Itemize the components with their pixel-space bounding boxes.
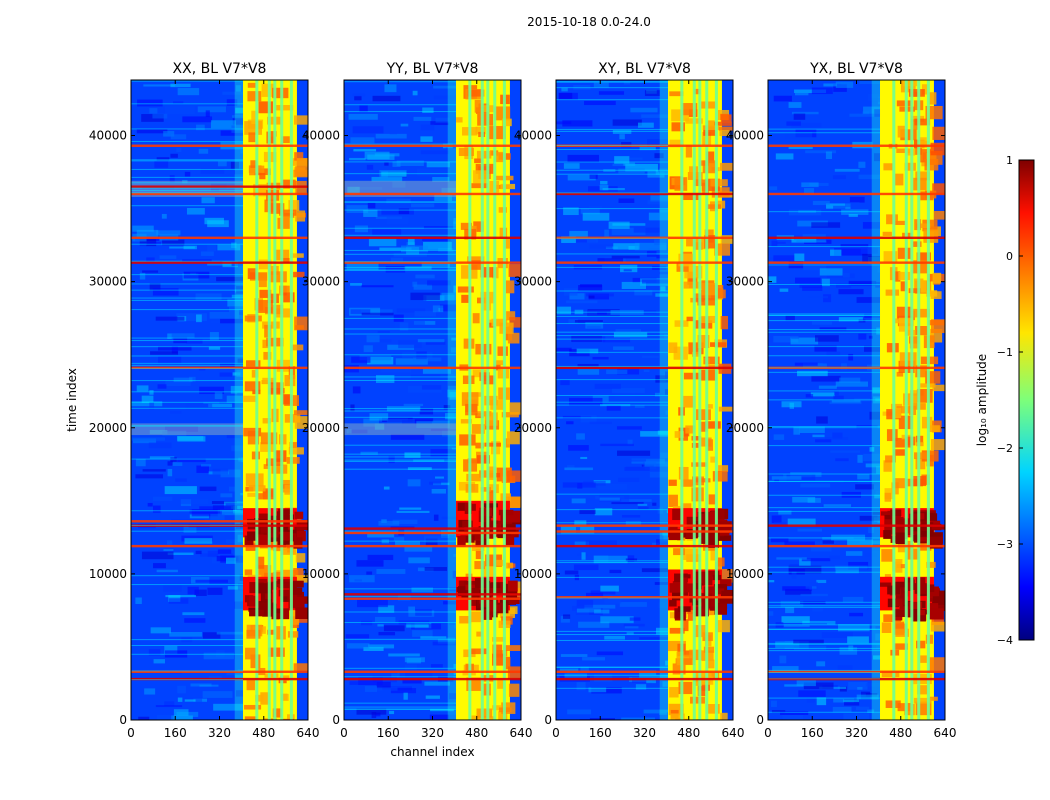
x-tick-label: 480 bbox=[252, 726, 275, 740]
x-tick-label: 480 bbox=[889, 726, 912, 740]
colorbar-tick-label: −4 bbox=[997, 634, 1013, 647]
y-tick-label: 30000 bbox=[726, 275, 764, 289]
x-tick-label: 320 bbox=[633, 726, 656, 740]
y-tick-label: 40000 bbox=[89, 129, 127, 143]
y-tick-label: 10000 bbox=[89, 567, 127, 581]
y-tick-label: 0 bbox=[544, 713, 552, 727]
x-tick-label: 0 bbox=[764, 726, 772, 740]
y-tick-label: 40000 bbox=[514, 129, 552, 143]
x-tick-label: 640 bbox=[297, 726, 320, 740]
panel-title: YX, BL V7*V8 bbox=[809, 61, 903, 77]
colorbar-ticks: 1 0 −1 −2 −3 −4 bbox=[997, 154, 1023, 647]
x-tick-label: 160 bbox=[164, 726, 187, 740]
panel-3: YX, BL V7*V8 0 160 320 480 640 0 10000 20000 3000… bbox=[726, 61, 957, 740]
y-tick-label: 20000 bbox=[726, 421, 764, 435]
panel-title: YY, BL V7*V8 bbox=[386, 61, 479, 77]
x-tick-label: 320 bbox=[208, 726, 231, 740]
panel-1: YY, BL V7*V8 0 160 320 480 640 0 10000 20000 3000… bbox=[302, 61, 533, 759]
heatmap-image bbox=[556, 80, 733, 720]
x-tick-label: 0 bbox=[552, 726, 560, 740]
figure-title: 2015-10-18 0.0-24.0 bbox=[527, 15, 651, 29]
x-tick-label: 160 bbox=[801, 726, 824, 740]
panel-title: XX, BL V7*V8 bbox=[173, 61, 267, 77]
panels: XX, BL V7*V8 0 160 320 480 640 0 10000 20000 3000… bbox=[65, 61, 956, 759]
panel-2: XY, BL V7*V8 0 160 320 480 640 0 10000 20000 3000… bbox=[514, 61, 745, 740]
x-tick-label: 640 bbox=[934, 726, 957, 740]
y-tick-label: 10000 bbox=[726, 567, 764, 581]
x-tick-label: 0 bbox=[340, 726, 348, 740]
colorbar-tick-label: −1 bbox=[997, 346, 1013, 359]
panel-0: XX, BL V7*V8 0 160 320 480 640 0 10000 20000 3000… bbox=[65, 61, 319, 740]
heatmap-image bbox=[768, 80, 945, 720]
y-tick-label: 0 bbox=[119, 713, 127, 727]
x-tick-label: 480 bbox=[465, 726, 488, 740]
y-tick-label: 20000 bbox=[89, 421, 127, 435]
colorbar-tick-label: −3 bbox=[997, 538, 1013, 551]
y-tick-label: 30000 bbox=[89, 275, 127, 289]
x-tick-label: 160 bbox=[589, 726, 612, 740]
colorbar-tick-label: 1 bbox=[1006, 154, 1013, 167]
x-tick-label: 480 bbox=[677, 726, 700, 740]
y-tick-label: 20000 bbox=[302, 421, 340, 435]
y-tick-label: 20000 bbox=[514, 421, 552, 435]
x-tick-label: 0 bbox=[127, 726, 135, 740]
y-tick-label: 10000 bbox=[302, 567, 340, 581]
x-tick-label: 640 bbox=[722, 726, 745, 740]
y-tick-label: 30000 bbox=[302, 275, 340, 289]
y-tick-label: 0 bbox=[332, 713, 340, 727]
x-tick-label: 160 bbox=[377, 726, 400, 740]
x-axis-label: channel index bbox=[390, 745, 474, 759]
y-tick-label: 40000 bbox=[726, 129, 764, 143]
colorbar: log₁₀ amplitude 1 0 −1 −2 −3 −4 bbox=[975, 154, 1035, 647]
panel-title: XY, BL V7*V8 bbox=[598, 61, 691, 77]
y-tick-label: 30000 bbox=[514, 275, 552, 289]
heatmap-image bbox=[344, 80, 521, 720]
y-tick-label: 10000 bbox=[514, 567, 552, 581]
heatmap-image bbox=[131, 80, 308, 720]
y-axis-label: time index bbox=[65, 368, 79, 432]
x-tick-label: 640 bbox=[510, 726, 533, 740]
x-tick-label: 320 bbox=[421, 726, 444, 740]
colorbar-tick-label: −2 bbox=[997, 442, 1013, 455]
colorbar-gradient bbox=[1018, 159, 1035, 641]
y-tick-label: 0 bbox=[756, 713, 764, 727]
x-tick-label: 320 bbox=[845, 726, 868, 740]
colorbar-tick-label: 0 bbox=[1006, 250, 1013, 263]
colorbar-label: log₁₀ amplitude bbox=[975, 354, 989, 446]
y-tick-label: 40000 bbox=[302, 129, 340, 143]
